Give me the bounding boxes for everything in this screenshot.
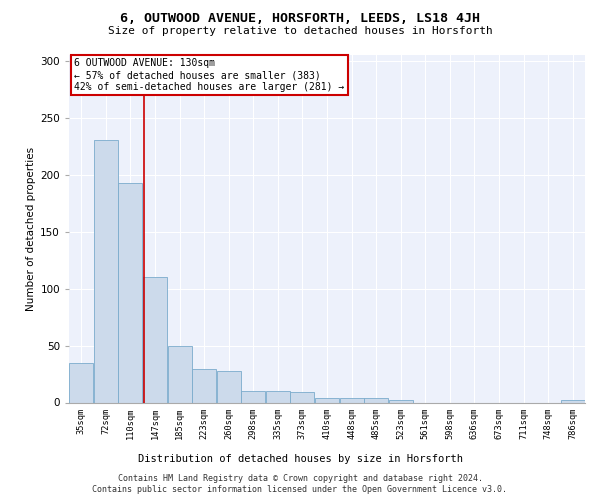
Bar [389, 400, 413, 402]
Bar [315, 398, 339, 402]
Text: Distribution of detached houses by size in Horsforth: Distribution of detached houses by size … [137, 454, 463, 464]
Bar [69, 362, 94, 403]
Bar [340, 398, 364, 402]
Bar [167, 346, 191, 403]
Bar [94, 140, 118, 402]
Bar [143, 277, 167, 402]
Text: 6, OUTWOOD AVENUE, HORSFORTH, LEEDS, LS18 4JH: 6, OUTWOOD AVENUE, HORSFORTH, LEEDS, LS1… [120, 12, 480, 26]
Bar [217, 370, 241, 402]
Y-axis label: Number of detached properties: Number of detached properties [26, 146, 36, 311]
Bar [241, 391, 265, 402]
Text: Size of property relative to detached houses in Horsforth: Size of property relative to detached ho… [107, 26, 493, 36]
Bar [290, 392, 314, 402]
Bar [118, 182, 142, 402]
Bar [266, 391, 290, 402]
Text: Contains HM Land Registry data © Crown copyright and database right 2024.: Contains HM Land Registry data © Crown c… [118, 474, 482, 483]
Bar [364, 398, 388, 402]
Text: Contains public sector information licensed under the Open Government Licence v3: Contains public sector information licen… [92, 485, 508, 494]
Text: 6 OUTWOOD AVENUE: 130sqm
← 57% of detached houses are smaller (383)
42% of semi-: 6 OUTWOOD AVENUE: 130sqm ← 57% of detach… [74, 58, 344, 92]
Bar [192, 370, 216, 402]
Bar [560, 400, 585, 402]
